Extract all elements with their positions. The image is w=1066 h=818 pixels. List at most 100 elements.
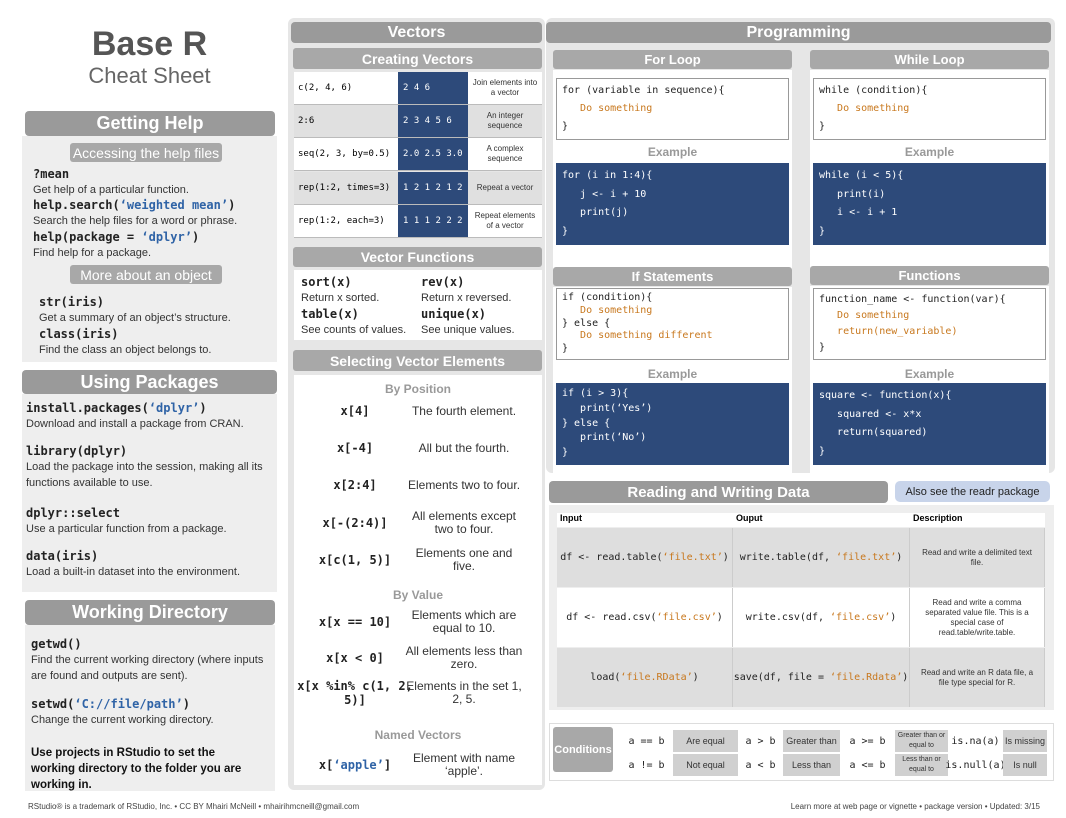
code-cell: seq(2, 3, by=0.5) bbox=[294, 138, 398, 172]
code-line: } bbox=[819, 342, 826, 353]
example-box bbox=[813, 383, 1046, 465]
section-header: Getting Help bbox=[25, 111, 275, 136]
code-line: return(new_variable) bbox=[819, 326, 958, 337]
code-cell: c(2, 4, 6) bbox=[294, 72, 398, 105]
description: See unique values. bbox=[421, 324, 515, 336]
code: library(dplyr) bbox=[26, 444, 128, 458]
code-line: } bbox=[819, 225, 826, 237]
meaning: Not equal bbox=[673, 754, 738, 776]
code: x[x %in% c(1, 2, 5)] bbox=[297, 679, 413, 707]
footer-right: Learn more at web page or vignette • pac… bbox=[790, 802, 1040, 811]
meaning: Greater than or equal to bbox=[895, 730, 948, 752]
code-cell: save(df, file = ‘file.Rdata’) bbox=[733, 648, 910, 707]
code-cell: load(‘file.RData’) bbox=[557, 648, 733, 707]
operator: a >= b bbox=[849, 735, 886, 747]
desc-cell: A complex sequence bbox=[468, 138, 542, 172]
code: str(iris) bbox=[39, 295, 105, 309]
code-line: } else { bbox=[562, 317, 611, 329]
code: x[-(2:4)] bbox=[322, 516, 388, 530]
code: x[2:4] bbox=[333, 478, 377, 492]
result-cell: 1 1 1 2 2 2 bbox=[398, 204, 468, 238]
description: Return x sorted. bbox=[301, 292, 380, 304]
description: Change the current working directory. bbox=[31, 714, 214, 726]
code-line: } bbox=[562, 447, 569, 459]
code-line: print(‘No’) bbox=[562, 432, 647, 444]
code: table(x) bbox=[301, 307, 359, 321]
result-cell: 2 3 4 5 6 bbox=[398, 105, 468, 139]
subtitle: Cheat Sheet bbox=[88, 63, 211, 88]
operator: a > b bbox=[745, 735, 776, 747]
code-line: } bbox=[819, 121, 826, 132]
example-label: Example bbox=[904, 367, 955, 381]
group-label: Named Vectors bbox=[374, 728, 462, 742]
operator: a <= b bbox=[849, 759, 886, 771]
code: rev(x) bbox=[421, 275, 465, 289]
code: getwd() bbox=[31, 637, 82, 651]
code-line: Do something different bbox=[562, 330, 713, 342]
code-cell: write.table(df, ‘file.txt’) bbox=[733, 528, 910, 587]
code-line: return(squared) bbox=[819, 427, 928, 438]
code-cell: df <- read.table(‘file.txt’) bbox=[557, 528, 733, 587]
code-line: Do something bbox=[819, 103, 910, 114]
section-header: Programming bbox=[546, 22, 1051, 43]
description: Get a summary of an object’s structure. bbox=[39, 312, 231, 324]
sub-header: Selecting Vector Elements bbox=[293, 350, 542, 371]
syntax-box bbox=[556, 78, 789, 140]
code: dplyr::select bbox=[26, 506, 120, 520]
description: Elements one and five. bbox=[415, 546, 513, 573]
column-header: Input bbox=[557, 513, 733, 527]
group-label: By Value bbox=[392, 588, 444, 602]
code-cell: df <- read.csv(‘file.csv’) bbox=[557, 588, 733, 647]
description: Use a particular function from a package… bbox=[26, 523, 227, 535]
code-line: while (condition){ bbox=[819, 85, 928, 96]
code-line: } bbox=[562, 121, 569, 132]
operator: is.na(a) bbox=[951, 735, 1000, 747]
code-cell: write.csv(df, ‘file.csv’) bbox=[733, 588, 910, 647]
code: data(iris) bbox=[26, 549, 99, 563]
syntax-box bbox=[556, 288, 789, 360]
code-line: } bbox=[562, 225, 569, 237]
section-header: Vectors bbox=[291, 22, 542, 43]
footer-left: RStudio® is a trademark of RStudio, Inc.… bbox=[28, 802, 360, 811]
description: Element with name ‘apple’. bbox=[412, 751, 516, 778]
code-cell: rep(1:2, each=3) bbox=[294, 204, 398, 238]
block-header: Functions bbox=[810, 266, 1049, 285]
desc-cell: Join elements into a vector bbox=[468, 72, 542, 105]
code-line: } bbox=[562, 343, 569, 355]
meaning: Are equal bbox=[673, 730, 738, 752]
see-also: Also see the readr package bbox=[895, 481, 1050, 502]
column-header: Description bbox=[910, 513, 1045, 527]
block-header: If Statements bbox=[553, 267, 792, 286]
code-line: Do something bbox=[562, 304, 653, 316]
group-label: By Position bbox=[384, 382, 451, 396]
column-header: Ouput bbox=[733, 513, 910, 527]
panel bbox=[25, 625, 275, 791]
operator: is.null(a) bbox=[945, 759, 1006, 771]
desc-cell: Repeat elements of a vector bbox=[468, 204, 542, 238]
code: x[x == 10] bbox=[318, 615, 392, 629]
operator: a < b bbox=[745, 759, 776, 771]
meaning: Less than bbox=[783, 754, 840, 776]
sub-header: Accessing the help files bbox=[70, 143, 222, 162]
description: All elements less than zero. bbox=[405, 644, 523, 671]
code: sort(x) bbox=[301, 275, 352, 289]
example-label: Example bbox=[904, 145, 955, 159]
description: Get help of a particular function. bbox=[33, 184, 189, 196]
meaning: Less than or equal to bbox=[895, 754, 948, 776]
section-header: Reading and Writing Data bbox=[549, 481, 888, 503]
desc-cell: Read and write an R data file, a file ty… bbox=[910, 648, 1045, 707]
code: unique(x) bbox=[421, 307, 487, 321]
code: x[-4] bbox=[336, 441, 374, 455]
code: class(iris) bbox=[39, 327, 119, 341]
description: Elements which are equal to 10. bbox=[411, 608, 517, 635]
desc-cell: Read and write a comma separated value f… bbox=[910, 588, 1045, 647]
result-cell: 1 2 1 2 1 2 bbox=[398, 171, 468, 205]
code-line: squared <- x*x bbox=[819, 408, 922, 420]
example-label: Example bbox=[647, 145, 698, 159]
description: All but the fourth. bbox=[418, 440, 510, 455]
description: The fourth element. bbox=[411, 403, 517, 418]
description: Load a built-in dataset into the environ… bbox=[26, 566, 241, 578]
code-line: while (i < 5){ bbox=[819, 170, 904, 181]
code-line: print(i) bbox=[819, 188, 886, 200]
meaning: Is missing bbox=[1003, 730, 1047, 752]
